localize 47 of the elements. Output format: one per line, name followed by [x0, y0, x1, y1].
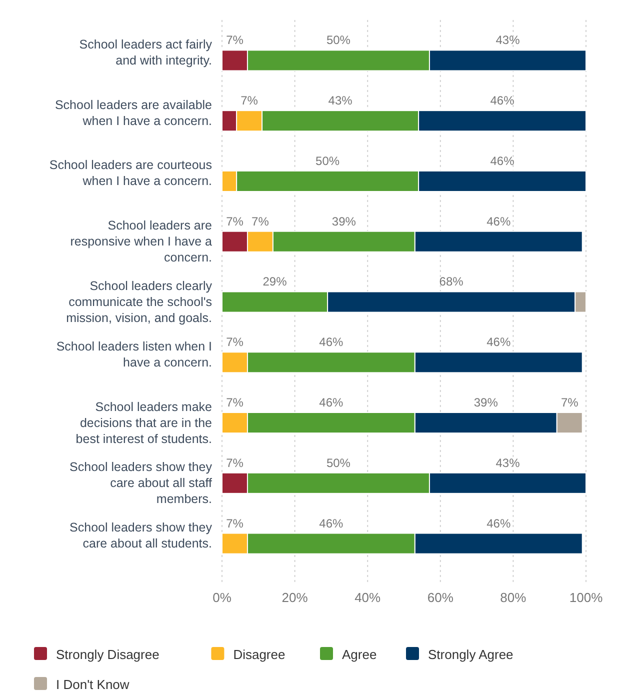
y-tick-label: School leaders show they care about all staff members. — [70, 460, 213, 506]
data-label: 46% — [486, 516, 511, 530]
data-label: 7% — [560, 396, 579, 410]
y-tick-label: School leaders are available when I have a concern. — [54, 98, 212, 128]
y-tick-label: School leaders are responsive when I have a concern. — [70, 218, 212, 265]
y-tick-label: School leaders make decisions that are in the best interest of students. — [76, 400, 212, 446]
data-label: 50% — [326, 456, 351, 470]
data-label: 46% — [319, 335, 344, 350]
data-label: 7% — [226, 396, 244, 410]
data-label: 7% — [226, 456, 244, 470]
data-label: 46% — [486, 335, 511, 350]
data-label: 46% — [490, 94, 515, 108]
data-label: 46% — [490, 154, 515, 168]
y-tick-label: School leaders act fairly and with integrity. — [79, 37, 213, 68]
data-label: 43% — [328, 94, 353, 108]
x-tick-label: 20% — [282, 590, 308, 605]
data-label: 50% — [326, 33, 351, 48]
legend-label: Strongly Disagree — [56, 647, 160, 662]
legend-label: Strongly Agree — [428, 647, 514, 662]
x-tick-label: 100% — [569, 590, 604, 605]
data-label: 7% — [226, 335, 244, 350]
x-tick-label: 0% — [212, 590, 232, 605]
legend-label: I Don't Know — [56, 677, 130, 691]
data-label: 7% — [226, 214, 244, 228]
data-label: 39% — [474, 396, 498, 410]
x-tick-label: 80% — [500, 590, 527, 605]
data-label: 39% — [332, 214, 356, 228]
data-label: 46% — [319, 396, 344, 410]
data-label: 43% — [496, 456, 520, 470]
data-label: 7% — [252, 214, 270, 228]
data-label: 46% — [486, 214, 511, 228]
data-label: 7% — [240, 94, 258, 108]
data-label: 50% — [316, 154, 340, 168]
x-tick-label: 60% — [427, 590, 454, 605]
y-tick-label: School leaders clearly communicate the school's mission, vision, and goals. — [66, 279, 213, 325]
y-tick-label: School leaders listen when I have a concern. — [56, 339, 212, 370]
legend-label: Disagree — [233, 647, 286, 662]
data-label: 46% — [319, 516, 344, 530]
y-tick-label: School leaders are courteous when I have a concern. — [49, 158, 212, 188]
data-label: 7% — [226, 516, 244, 530]
data-label: 68% — [439, 274, 464, 289]
data-label: 7% — [226, 33, 244, 48]
x-tick-label: 40% — [354, 590, 382, 605]
data-label: 29% — [262, 274, 288, 289]
y-tick-label: School leaders show they care about all students. — [70, 520, 213, 551]
legend-label: Agree — [342, 647, 377, 662]
data-label: 43% — [496, 33, 520, 48]
